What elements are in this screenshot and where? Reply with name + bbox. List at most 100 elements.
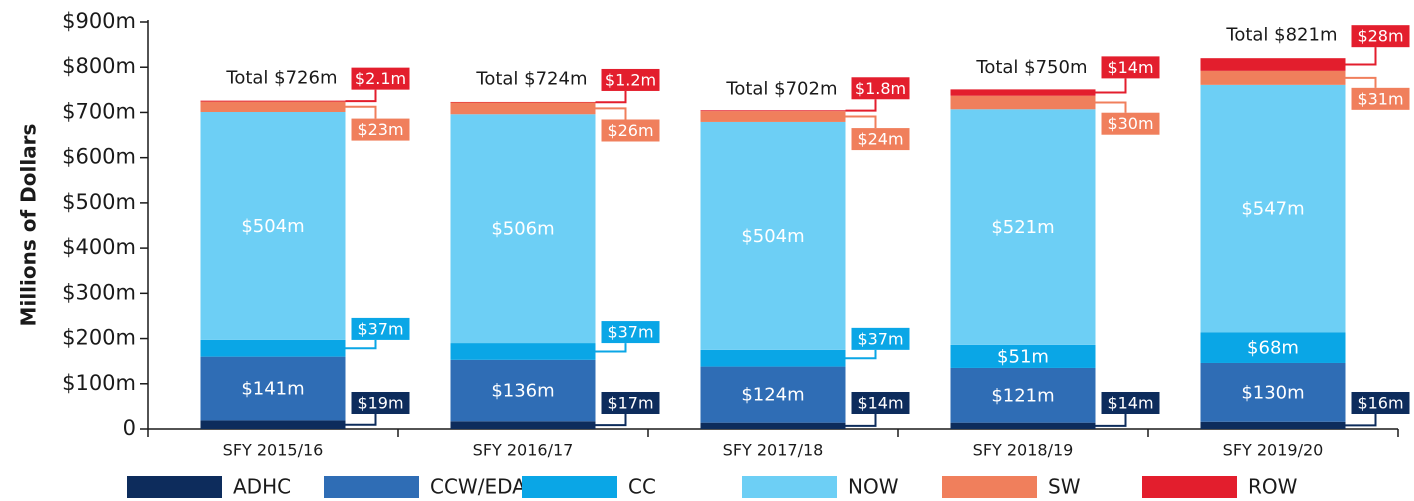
legend-swatch xyxy=(324,476,419,498)
leader-line xyxy=(845,349,877,360)
bar-segment xyxy=(1200,84,1346,333)
legend-swatch xyxy=(127,476,222,498)
leader-line xyxy=(845,414,877,427)
callout-box xyxy=(351,118,410,141)
leader-line xyxy=(595,343,627,353)
callout-box xyxy=(1351,87,1410,110)
value-label: $37m xyxy=(857,329,903,348)
value-label: $141m xyxy=(241,379,304,400)
bar-segment xyxy=(200,339,346,357)
legend-label: CC xyxy=(628,475,656,499)
bar-segment xyxy=(950,344,1096,368)
value-label: $121m xyxy=(991,385,1054,406)
total-label: Total $724m xyxy=(475,69,587,90)
bar-segment xyxy=(200,101,346,112)
callout-box xyxy=(851,392,910,414)
leader-line xyxy=(1095,101,1127,113)
bar-segment xyxy=(950,422,1096,429)
value-label: $14m xyxy=(1107,58,1153,77)
value-label: $14m xyxy=(1107,394,1153,413)
value-label: $504m xyxy=(741,226,804,247)
value-label: $17m xyxy=(607,394,653,413)
bar-segment xyxy=(450,101,596,103)
leader-line xyxy=(345,414,377,426)
legend-swatch xyxy=(942,476,1037,498)
value-label: $24m xyxy=(857,130,903,149)
total-label: Total $821m xyxy=(1225,25,1337,46)
bar-segment xyxy=(450,421,596,429)
value-label: $2.1m xyxy=(355,69,406,88)
bar-segment xyxy=(200,100,346,102)
leader-line xyxy=(1095,414,1127,427)
y-tick-label: $500m xyxy=(62,190,136,214)
bar-segment xyxy=(700,366,846,423)
leader-line xyxy=(1345,414,1377,427)
x-tick-label: SFY 2018/19 xyxy=(973,441,1074,460)
bar-segment xyxy=(450,102,596,115)
callout-box xyxy=(1351,392,1410,414)
bar-segment xyxy=(700,121,846,350)
value-label: $31m xyxy=(1357,89,1403,108)
value-label: $68m xyxy=(1247,338,1299,359)
bar-segment xyxy=(200,111,346,340)
value-label: $26m xyxy=(607,121,653,140)
value-label: $547m xyxy=(1241,199,1304,220)
bar-segment xyxy=(200,356,346,421)
value-label: $1.8m xyxy=(855,79,906,98)
leader-line xyxy=(1095,78,1127,94)
bar-segment xyxy=(950,89,1096,96)
bar-segment xyxy=(1200,421,1346,429)
callout-box xyxy=(601,119,660,142)
y-tick-label: $600m xyxy=(62,145,136,169)
bar-segment xyxy=(950,109,1096,345)
leader-line xyxy=(595,107,627,120)
x-tick-label: SFY 2017/18 xyxy=(723,441,824,460)
callout-box xyxy=(1101,392,1160,414)
y-tick-label: $800m xyxy=(62,54,136,78)
value-label: $51m xyxy=(997,346,1049,367)
callout-box xyxy=(851,77,910,100)
callout-box xyxy=(351,317,410,340)
legend-label: ADHC xyxy=(233,475,291,499)
value-label: $1.2m xyxy=(605,70,656,89)
value-label: $14m xyxy=(857,394,903,413)
y-tick-label: $300m xyxy=(62,280,136,304)
callout-box xyxy=(351,392,410,414)
legend-label: NOW xyxy=(848,475,899,499)
value-label: $37m xyxy=(357,319,403,338)
leader-line xyxy=(595,90,627,104)
legend-swatch xyxy=(1142,476,1237,498)
leader-line xyxy=(345,89,377,103)
value-label: $124m xyxy=(741,385,804,406)
callout-box xyxy=(1351,25,1410,48)
value-label: $504m xyxy=(241,216,304,237)
bar-segment xyxy=(1200,362,1346,422)
bar-segment xyxy=(700,422,846,429)
bar-segment xyxy=(1200,58,1346,71)
y-tick-label: $700m xyxy=(62,99,136,123)
callout-box xyxy=(1101,56,1160,79)
y-tick-label: $400m xyxy=(62,235,136,259)
y-tick-label: $900m xyxy=(62,9,136,33)
total-label: Total $750m xyxy=(975,57,1087,78)
legend-label: ROW xyxy=(1248,475,1298,499)
value-label: $19m xyxy=(357,394,403,413)
callout-box xyxy=(601,392,660,414)
bar-segment xyxy=(700,349,846,367)
bar-segment xyxy=(700,110,846,112)
callout-box xyxy=(601,321,660,344)
y-tick-label: 0 xyxy=(123,416,136,440)
callout-box xyxy=(851,327,910,350)
bar-segment xyxy=(950,367,1096,423)
legend-label: SW xyxy=(1048,475,1081,499)
value-label: $30m xyxy=(1107,114,1153,133)
callout-box xyxy=(351,67,410,90)
value-label: $37m xyxy=(607,323,653,342)
value-label: $506m xyxy=(491,219,554,240)
leader-line xyxy=(845,115,877,129)
callout-box xyxy=(851,128,910,151)
bar-segment xyxy=(700,111,846,122)
x-tick-label: SFY 2019/20 xyxy=(1223,441,1324,460)
value-label: $28m xyxy=(1357,27,1403,46)
